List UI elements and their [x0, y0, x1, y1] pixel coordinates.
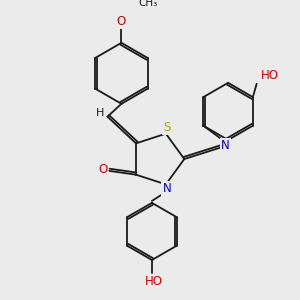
Text: O: O	[117, 15, 126, 28]
Text: CH₃: CH₃	[139, 0, 158, 8]
Text: N: N	[162, 182, 171, 195]
Text: HO: HO	[260, 69, 278, 82]
Text: HO: HO	[145, 275, 163, 288]
Text: S: S	[163, 122, 170, 134]
Text: N: N	[221, 139, 230, 152]
Text: H: H	[96, 108, 104, 118]
Text: O: O	[98, 164, 107, 176]
